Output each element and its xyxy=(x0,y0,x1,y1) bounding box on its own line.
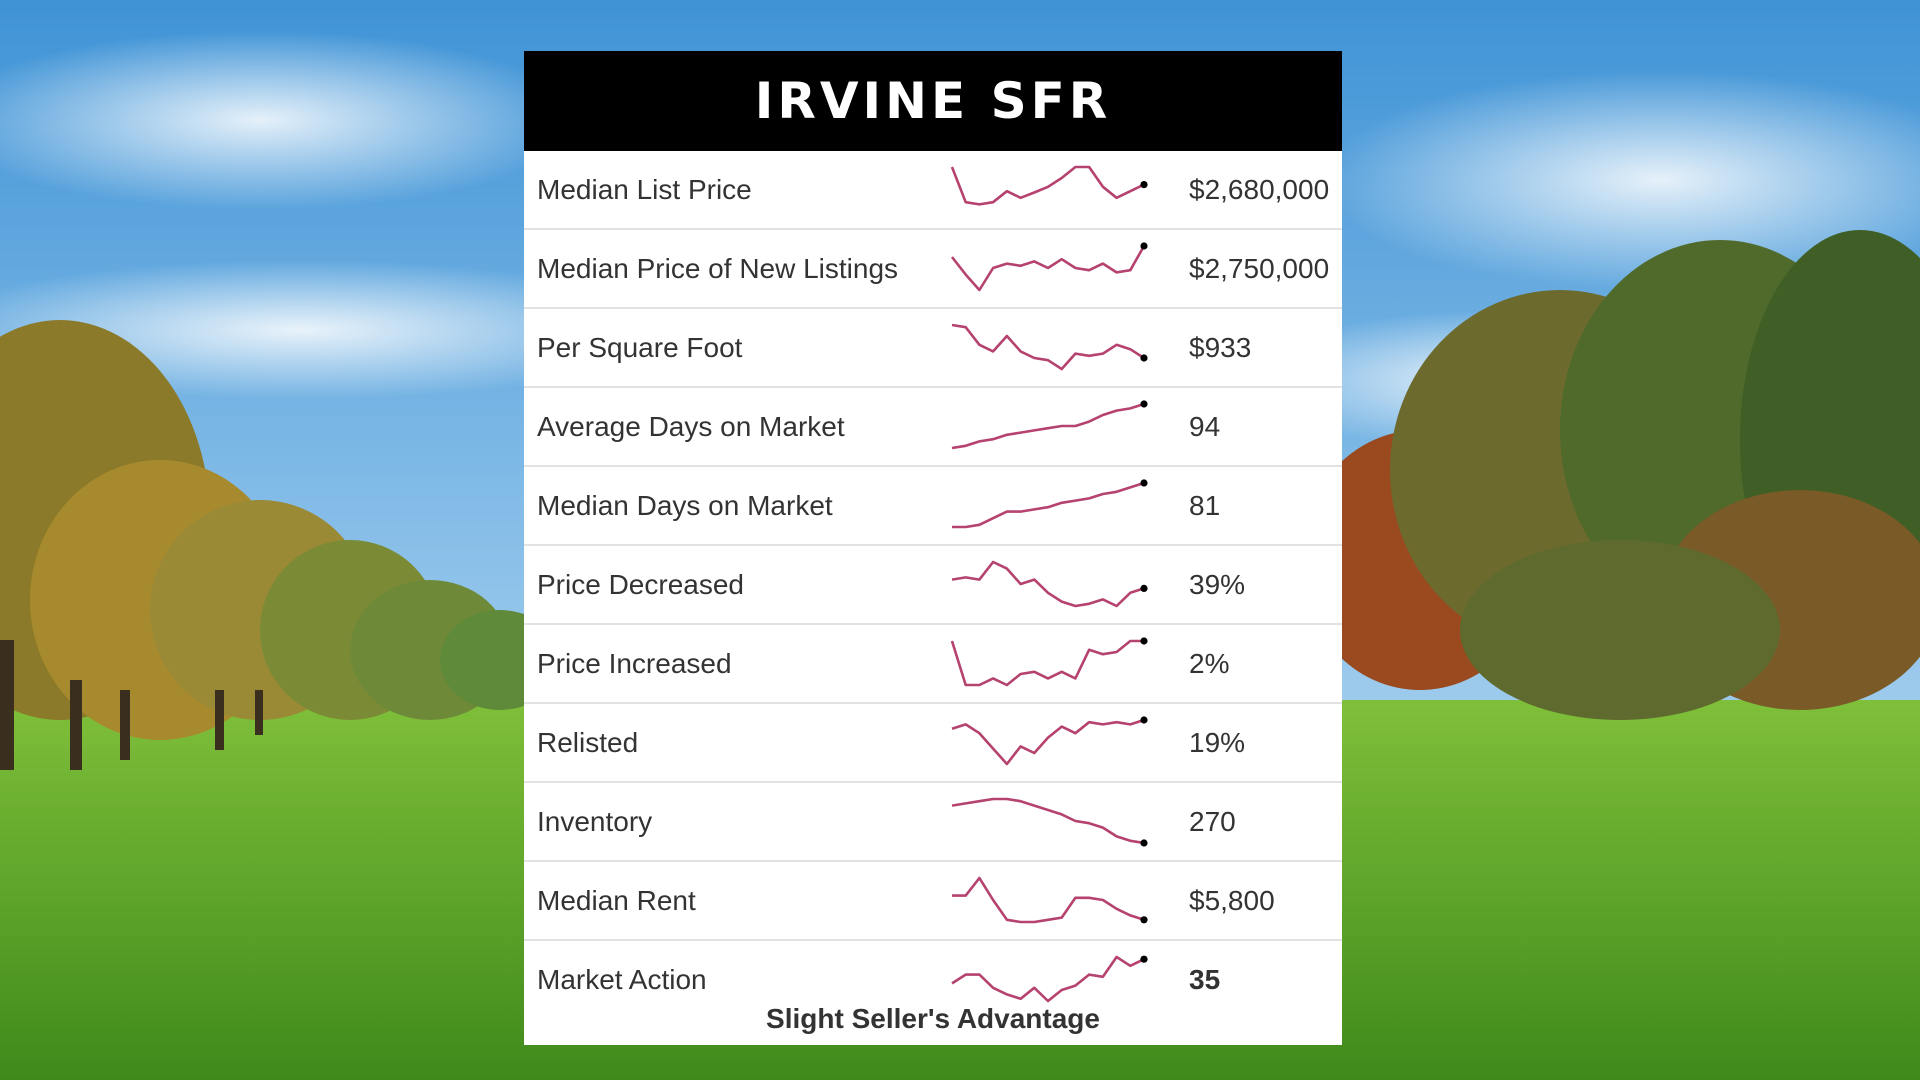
table-row: Median Price of New Listings $2,750,000 xyxy=(524,230,1342,309)
sparkline-endpoint xyxy=(1140,839,1148,847)
trend-sparkline xyxy=(951,560,1148,608)
sparkline-endpoint xyxy=(1140,955,1148,963)
sparkline-endpoint xyxy=(1140,400,1148,408)
trend-sparkline xyxy=(951,716,1148,766)
metric-label: Median Rent xyxy=(537,885,696,916)
metric-label: Inventory xyxy=(537,806,653,837)
table-row: Market Action 35 xyxy=(524,941,1342,1018)
sparkline-endpoint xyxy=(1140,637,1148,645)
sparkline-path xyxy=(951,402,1145,450)
metric-value: $2,750,000 xyxy=(1189,253,1330,284)
trend-sparkline xyxy=(952,876,1148,924)
metric-value: 81 xyxy=(1189,490,1221,521)
metric-value: 19% xyxy=(1189,727,1246,758)
trend-sparkline xyxy=(951,400,1148,450)
card-header: IRVINE SFR xyxy=(524,51,1342,151)
metric-value: $933 xyxy=(1189,332,1252,363)
table-row: Price Increased 2% xyxy=(524,625,1342,704)
trend-sparkline xyxy=(950,242,1148,292)
sparkline-path xyxy=(951,560,1145,608)
metric-label: Average Days on Market xyxy=(537,411,845,442)
sparkline-path xyxy=(950,165,1145,206)
metric-value: 35 xyxy=(1189,964,1221,995)
table-row: Relisted 19% xyxy=(524,704,1342,783)
sparkline-endpoint xyxy=(1140,584,1148,592)
sparkline-endpoint xyxy=(1140,479,1148,487)
sparkline-path xyxy=(951,797,1145,845)
metric-value: 270 xyxy=(1189,806,1236,837)
card-title: IRVINE SFR xyxy=(754,72,1112,130)
sparkline-endpoint xyxy=(1140,354,1148,362)
trend-sparkline xyxy=(952,479,1148,529)
sparkline-path xyxy=(950,245,1146,292)
market-summary-card: IRVINE SFR Median List Price $2,680,000 Me… xyxy=(524,51,1342,1045)
table-row: Per Square Foot $933 xyxy=(524,309,1342,388)
sparkline-path xyxy=(952,876,1145,924)
trend-sparkline xyxy=(950,165,1148,206)
sparkline-endpoint xyxy=(1140,716,1148,724)
table-row: Price Decreased 39% xyxy=(524,546,1342,625)
metric-label: Median Price of New Listings xyxy=(537,253,899,284)
metric-label: Price Increased xyxy=(537,648,732,679)
sparkline-path xyxy=(951,323,1145,371)
metric-label: Price Decreased xyxy=(537,569,744,600)
table-row: Average Days on Market 94 xyxy=(524,388,1342,467)
trend-sparkline xyxy=(951,323,1148,371)
table-row: Median Days on Market 81 xyxy=(524,467,1342,546)
metric-label: Market Action xyxy=(537,964,707,995)
metric-label: Median List Price xyxy=(537,174,752,205)
sparkline-path xyxy=(951,955,1145,1003)
market-condition-label: Slight Seller's Advantage xyxy=(766,1003,1100,1034)
metric-value: $2,680,000 xyxy=(1189,174,1330,205)
sparkline-endpoint xyxy=(1140,916,1148,924)
sparkline-path xyxy=(951,718,1145,766)
trend-sparkline xyxy=(951,955,1148,1003)
table-row: Inventory 270 xyxy=(524,783,1342,862)
metrics-table: Median List Price $2,680,000 Median Price … xyxy=(524,151,1342,1018)
metric-value: 2% xyxy=(1189,648,1230,679)
trend-sparkline xyxy=(951,797,1148,847)
metric-value: $5,800 xyxy=(1189,885,1275,916)
table-row: Median List Price $2,680,000 xyxy=(524,151,1342,230)
metric-label: Per Square Foot xyxy=(537,332,743,363)
metric-label: Median Days on Market xyxy=(537,490,833,521)
sparkline-path xyxy=(950,639,1144,687)
sparkline-path xyxy=(952,481,1145,529)
sparkline-endpoint xyxy=(1140,181,1148,189)
metric-value: 94 xyxy=(1189,411,1221,442)
metric-label: Relisted xyxy=(537,727,639,758)
trend-sparkline xyxy=(950,637,1148,687)
metric-value: 39% xyxy=(1189,569,1246,600)
table-row: Median Rent $5,800 xyxy=(524,862,1342,941)
sparkline-endpoint xyxy=(1140,242,1148,250)
